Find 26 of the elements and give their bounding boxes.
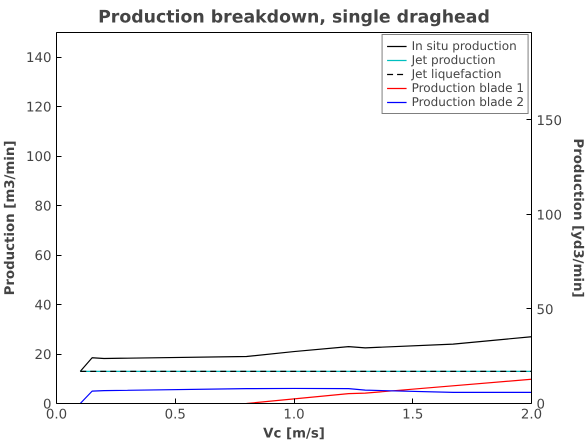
y2-tick-label: 150 [536,114,562,129]
x-axis-title: Vc [m/s] [263,426,325,442]
legend-label: Jet liquefaction [412,67,502,81]
x-tick-label: 1.0 [283,408,305,422]
legend-label: Jet production [412,53,496,67]
y2-tick-label: 100 [536,208,562,224]
y-tick-label: 40 [34,298,52,314]
x-tick-label: 1.5 [402,408,424,422]
y2-axis-title: Production [yd3/min] [570,138,585,298]
x-tick-label: 0.5 [164,408,186,422]
y-tick-label: 80 [34,200,52,215]
legend-label: Production blade 1 [412,81,524,95]
x-tick-label: 0.0 [46,408,68,422]
legend-label: Production blade 2 [412,95,524,109]
y-tick-label: 20 [34,348,52,364]
line-series [246,378,532,404]
legend-label: In situ production [412,39,517,53]
chart-title: Production breakdown, single draghead [98,8,490,28]
y-tick-label: 140 [26,51,52,66]
line-series [80,388,532,404]
y2-tick-label: 50 [536,302,554,318]
y-tick-label: 120 [26,100,52,116]
x-tick-label: 2.0 [520,408,542,422]
y-tick-label: 100 [26,150,52,166]
y-tick-label: 60 [34,249,52,264]
y-axis-title: Production [m3/min] [3,140,18,296]
